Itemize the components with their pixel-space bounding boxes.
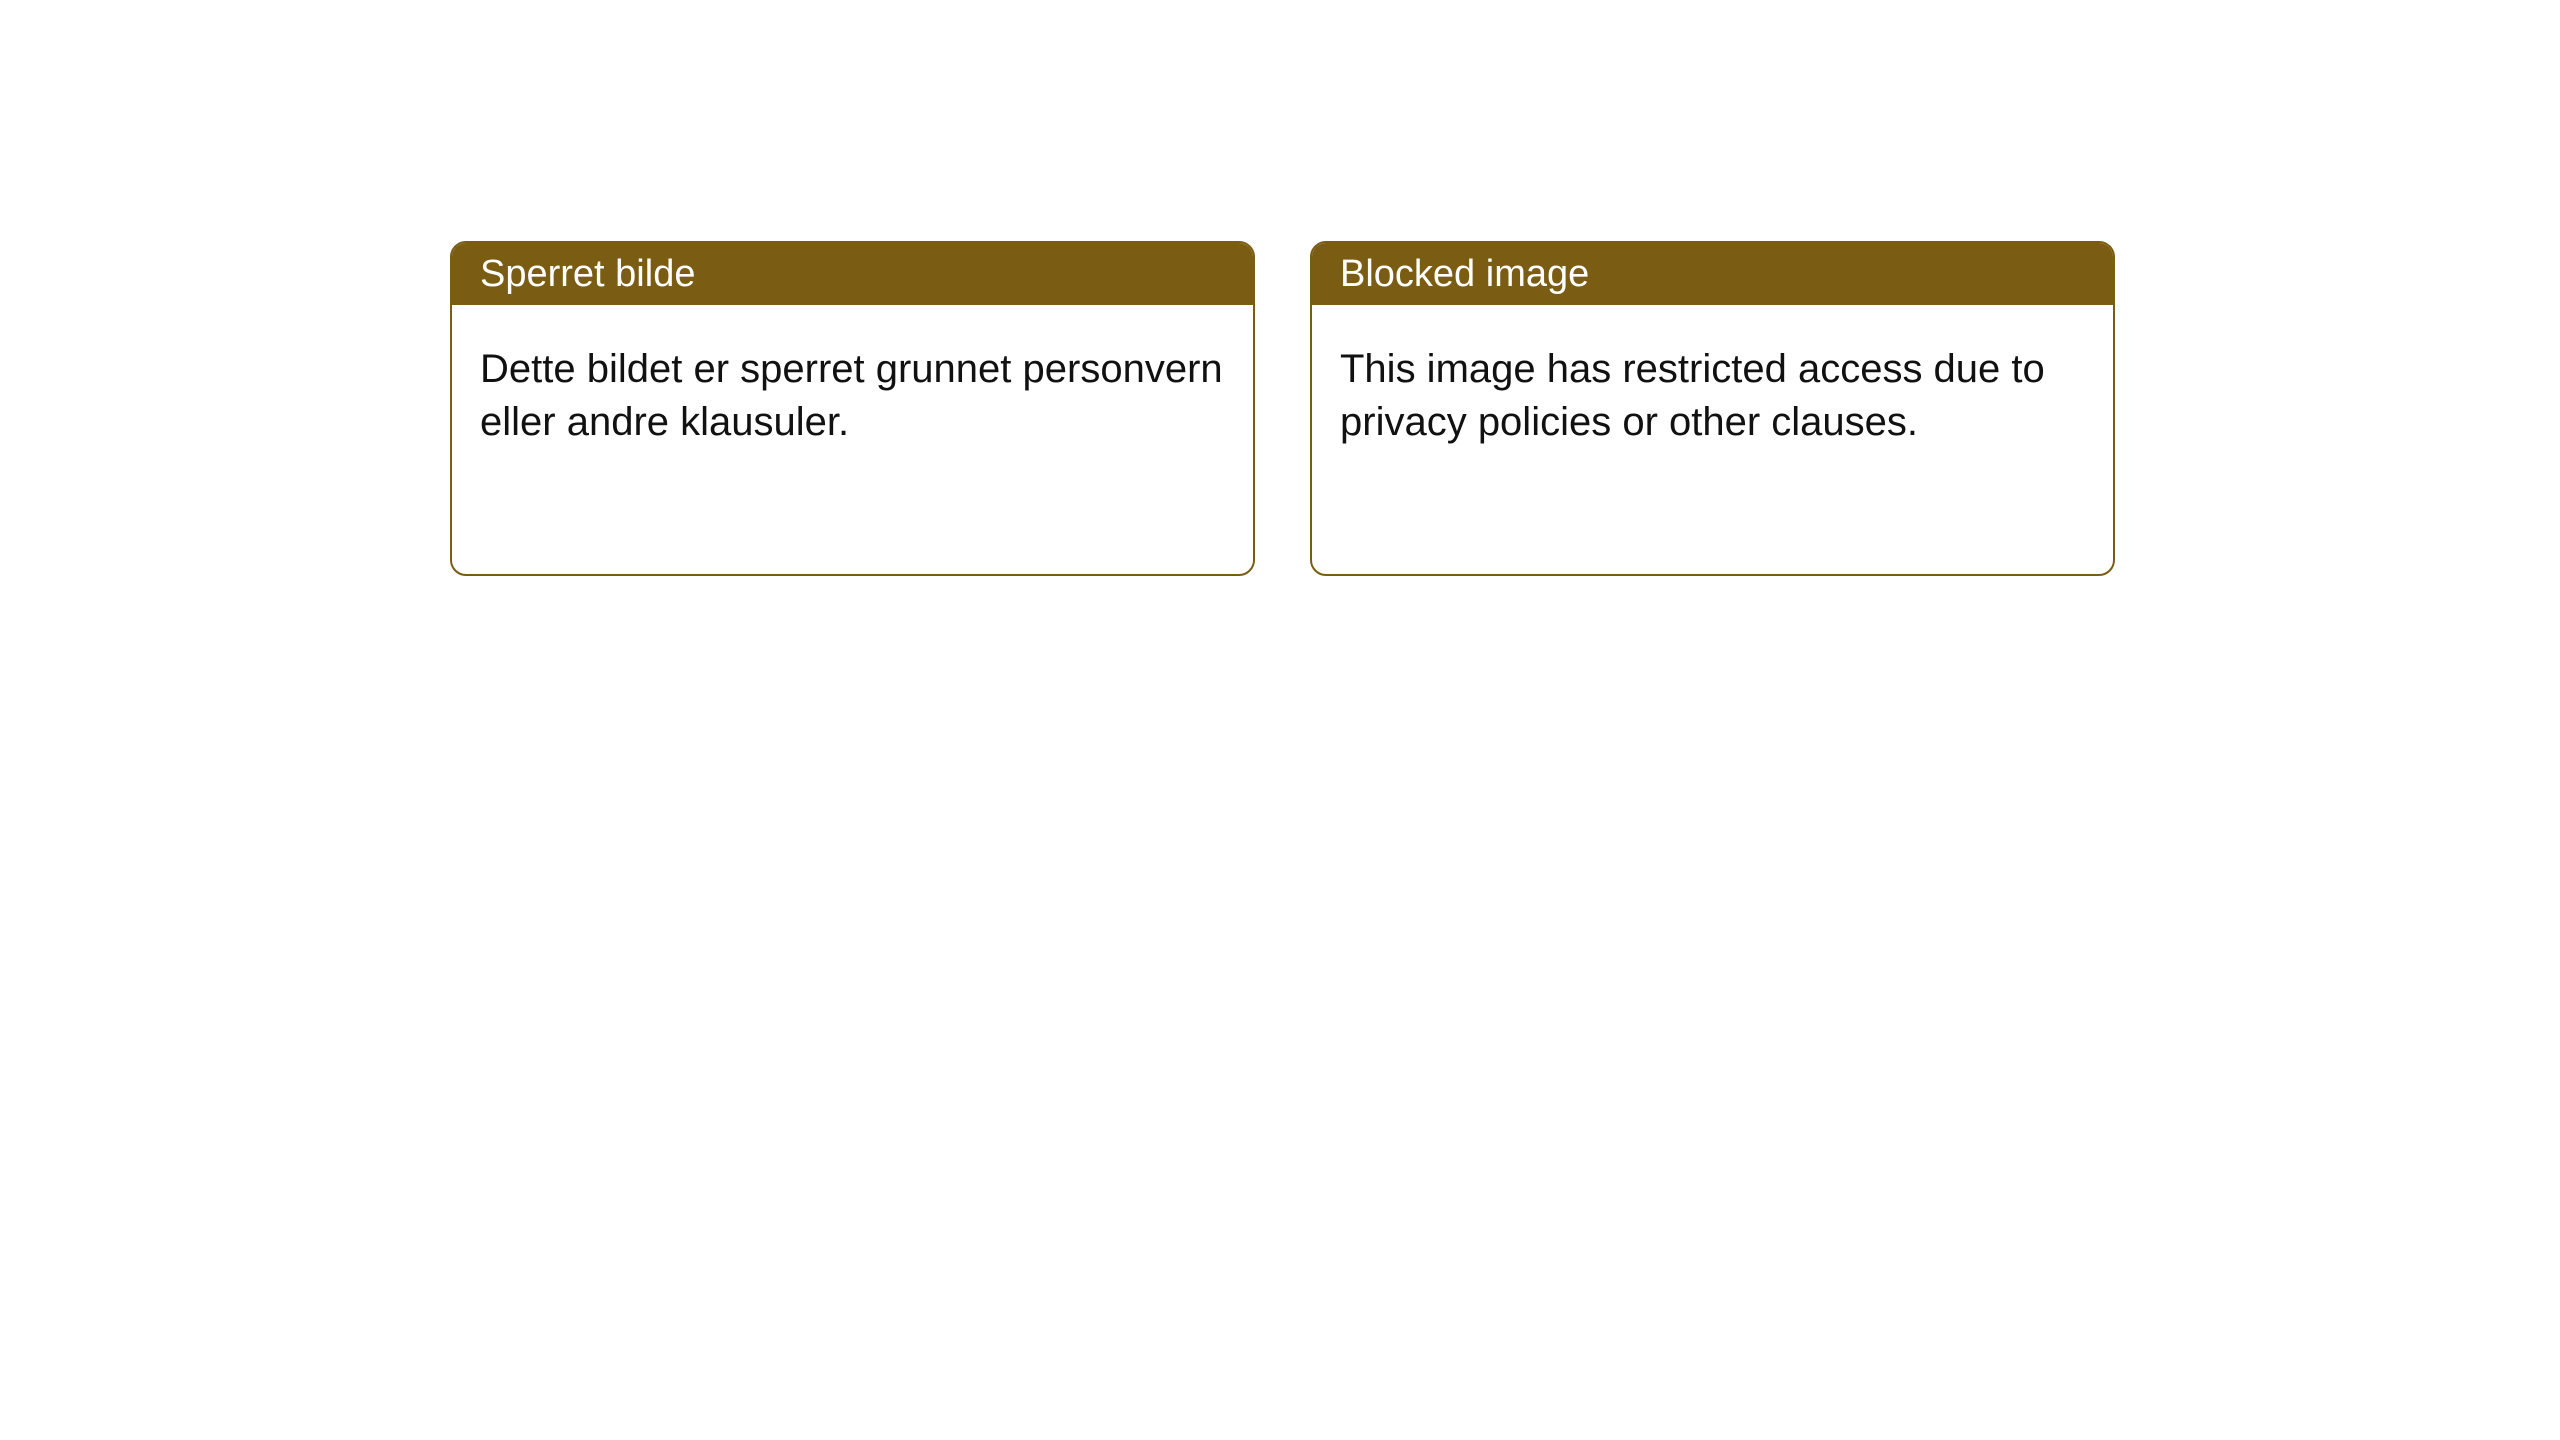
notice-container: Sperret bilde Dette bildet er sperret gr… — [450, 241, 2115, 576]
notice-card-norwegian: Sperret bilde Dette bildet er sperret gr… — [450, 241, 1255, 576]
notice-card-english: Blocked image This image has restricted … — [1310, 241, 2115, 576]
notice-body: This image has restricted access due to … — [1312, 305, 2113, 487]
notice-body: Dette bildet er sperret grunnet personve… — [452, 305, 1253, 487]
notice-title: Sperret bilde — [452, 243, 1253, 305]
notice-title: Blocked image — [1312, 243, 2113, 305]
